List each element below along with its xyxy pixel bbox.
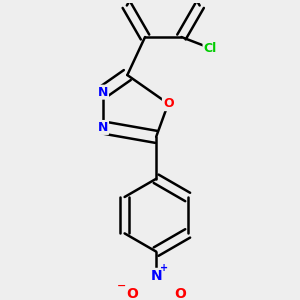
Text: O: O <box>163 97 173 110</box>
Text: N: N <box>98 121 108 134</box>
Text: N: N <box>98 86 108 99</box>
Text: O: O <box>126 286 138 300</box>
Text: −: − <box>117 281 127 291</box>
Text: O: O <box>175 286 186 300</box>
Text: Cl: Cl <box>203 42 217 55</box>
Text: N: N <box>150 269 162 283</box>
Text: +: + <box>160 262 169 273</box>
